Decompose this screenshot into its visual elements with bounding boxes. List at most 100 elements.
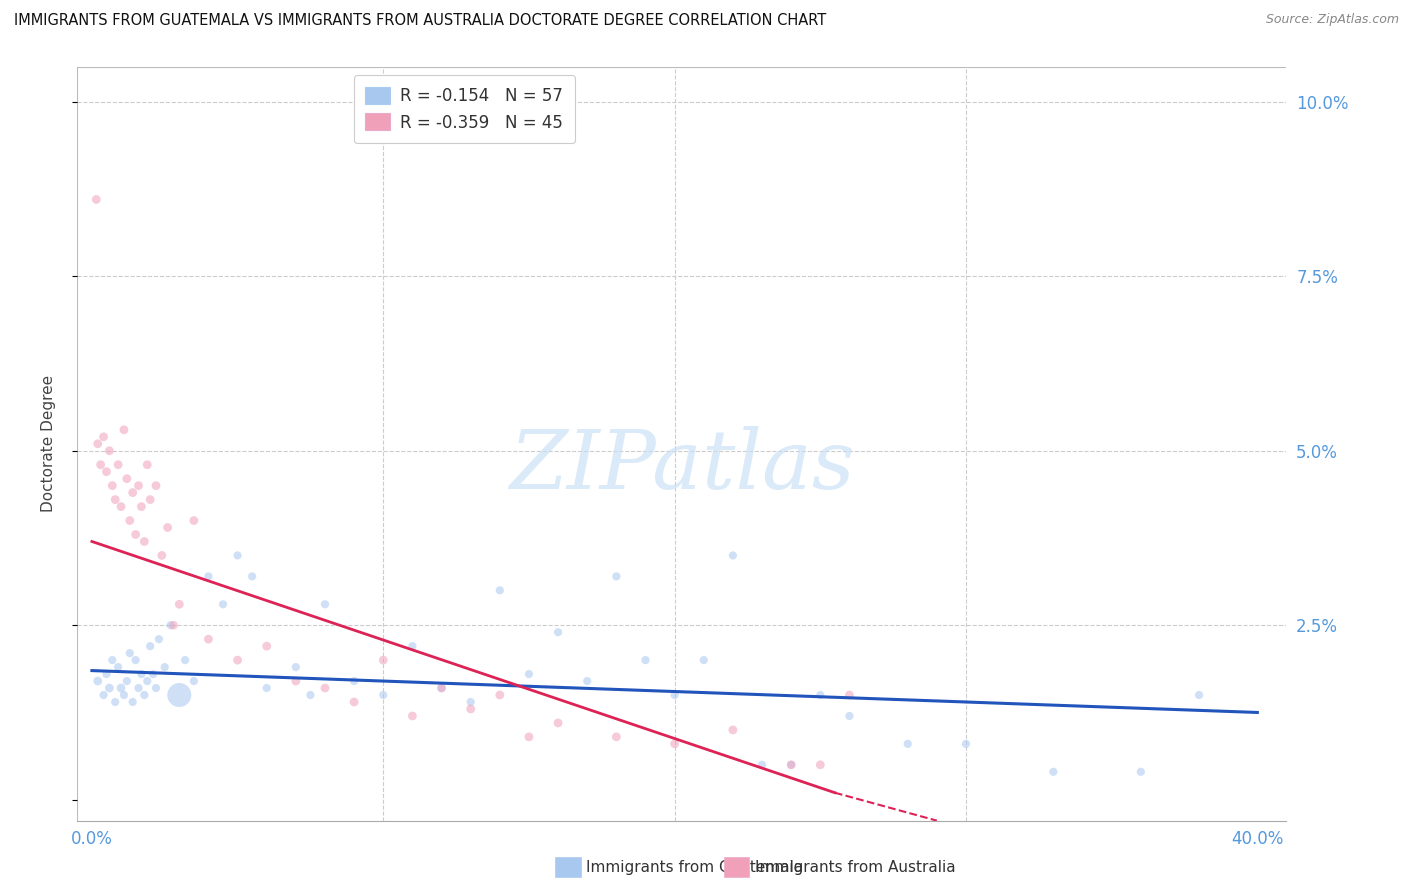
Point <box>145 478 167 492</box>
Point <box>373 688 395 702</box>
Point <box>401 639 423 653</box>
Point <box>576 674 599 689</box>
Point <box>131 500 153 514</box>
Point <box>136 674 159 689</box>
Point <box>101 478 124 492</box>
Point <box>96 465 118 479</box>
Point <box>1188 688 1211 702</box>
Point <box>721 723 744 737</box>
Point <box>110 681 132 695</box>
Point <box>87 436 110 450</box>
Point <box>174 653 197 667</box>
Point <box>90 458 112 472</box>
Point <box>101 653 124 667</box>
Point <box>136 458 159 472</box>
Point <box>547 715 569 730</box>
Point <box>139 639 162 653</box>
Point <box>131 667 153 681</box>
Point <box>488 688 510 702</box>
Point <box>401 709 423 723</box>
Point <box>107 660 129 674</box>
Point <box>664 737 686 751</box>
Point <box>226 653 249 667</box>
Point <box>780 757 803 772</box>
Point <box>197 569 219 583</box>
Point <box>128 681 150 695</box>
Point <box>134 688 156 702</box>
Point <box>148 632 170 647</box>
Point <box>104 492 127 507</box>
Point <box>96 667 118 681</box>
Point <box>107 458 129 472</box>
Point <box>343 674 366 689</box>
Point <box>256 639 278 653</box>
Point <box>314 597 336 611</box>
Point <box>212 597 235 611</box>
Point <box>145 681 167 695</box>
Point <box>517 667 540 681</box>
Point <box>460 702 482 716</box>
Point <box>1042 764 1064 779</box>
Point <box>121 695 143 709</box>
Point <box>314 681 336 695</box>
Point <box>460 695 482 709</box>
Point <box>153 660 176 674</box>
Text: Immigrants from Guatemala: Immigrants from Guatemala <box>586 860 804 874</box>
Point <box>169 688 191 702</box>
Point <box>517 730 540 744</box>
Point <box>183 674 205 689</box>
Point <box>124 527 146 541</box>
Text: Immigrants from Australia: Immigrants from Australia <box>755 860 956 874</box>
Point <box>547 625 569 640</box>
Point <box>197 632 219 647</box>
Point <box>751 757 773 772</box>
Point <box>343 695 366 709</box>
Point <box>118 514 141 528</box>
Point <box>112 423 135 437</box>
Point <box>84 193 107 207</box>
Point <box>780 757 803 772</box>
Point <box>721 549 744 563</box>
Point <box>134 534 156 549</box>
Point <box>808 688 831 702</box>
Point <box>115 472 138 486</box>
Point <box>156 520 179 534</box>
Point <box>124 653 146 667</box>
Point <box>299 688 322 702</box>
Point <box>488 583 510 598</box>
Point <box>808 757 831 772</box>
Point <box>104 695 127 709</box>
Point <box>118 646 141 660</box>
Point <box>226 549 249 563</box>
Point <box>605 569 627 583</box>
Legend: R = -0.154   N = 57, R = -0.359   N = 45: R = -0.154 N = 57, R = -0.359 N = 45 <box>354 75 575 144</box>
Text: IMMIGRANTS FROM GUATEMALA VS IMMIGRANTS FROM AUSTRALIA DOCTORATE DEGREE CORRELAT: IMMIGRANTS FROM GUATEMALA VS IMMIGRANTS … <box>14 13 827 29</box>
Point <box>93 688 115 702</box>
Point <box>284 674 307 689</box>
Point <box>159 618 181 632</box>
Text: ZIPatlas: ZIPatlas <box>509 426 855 507</box>
Point <box>128 478 150 492</box>
Point <box>139 492 162 507</box>
Text: Source: ZipAtlas.com: Source: ZipAtlas.com <box>1265 13 1399 27</box>
Point <box>162 618 184 632</box>
Point <box>1129 764 1152 779</box>
Point <box>240 569 263 583</box>
Point <box>256 681 278 695</box>
Point <box>112 688 135 702</box>
Point <box>634 653 657 667</box>
Point <box>693 653 716 667</box>
Point <box>115 674 138 689</box>
Point <box>98 443 121 458</box>
Point <box>121 485 143 500</box>
Point <box>838 688 860 702</box>
Point <box>142 667 165 681</box>
Point <box>838 709 860 723</box>
Point <box>430 681 453 695</box>
Point <box>430 681 453 695</box>
Point <box>183 514 205 528</box>
Y-axis label: Doctorate Degree: Doctorate Degree <box>42 376 56 512</box>
Point <box>93 430 115 444</box>
Point <box>664 688 686 702</box>
Point <box>98 681 121 695</box>
